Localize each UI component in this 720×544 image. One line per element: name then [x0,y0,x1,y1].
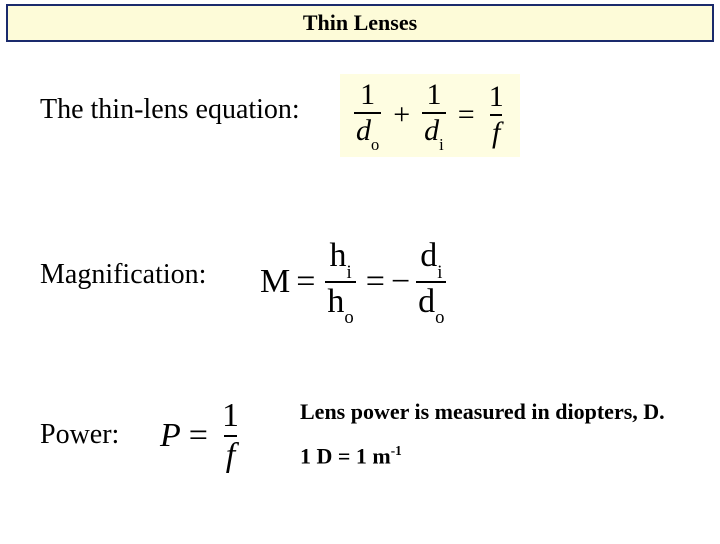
sub-i1: i [439,135,444,154]
M-var: M [260,263,290,301]
power-text-block: Lens power is measured in diopters, D. 1… [300,399,665,469]
thin-lens-label: The thin-lens equation: [40,94,300,126]
title-text: Thin Lenses [303,10,417,35]
thin-lens-eq-box: 1 do + 1 di = 1 f [340,74,520,157]
P-var: P [160,417,181,455]
diopter-line1: Lens power is measured in diopters, D. [300,399,665,425]
var-d-o: d [356,114,371,147]
frac-1-f2: 1 f [220,399,241,473]
sub-o1: o [371,135,379,154]
frac-di-do: di do [416,239,446,324]
frac-1-di: 1 di [422,80,446,151]
neg-sign: − [391,263,412,301]
equals-op: = [450,98,483,132]
num-di: di [418,239,444,281]
den-di: di [422,112,446,151]
sub-o2: o [344,307,353,328]
title-bar: Thin Lenses [6,4,714,42]
var-d-o2: d [418,283,435,320]
diopter-exp: -1 [391,443,402,458]
den-do: do [354,112,381,151]
power-label: Power: [40,419,119,451]
magnification-label: Magnification: [40,259,206,291]
den-ho: ho [325,281,355,325]
num-hi: hi [327,239,353,281]
den-do2: do [416,281,446,325]
plus-op: + [385,98,418,132]
power-den: f [224,435,237,473]
sub-i2: i [346,262,351,283]
magnification-row: Magnification: [40,259,206,291]
diopter-eq: 1 D = 1 m [300,443,391,468]
magnification-eq: M = hi ho = − di do [260,239,450,324]
diopter-line2: 1 D = 1 m-1 [300,443,665,469]
frac-1-do: 1 do [354,80,381,151]
power-eq: P = 1 f [160,399,245,473]
var-d-i2: d [420,237,437,274]
den-f: f [490,114,502,148]
frac-1-f: 1 f [487,82,506,148]
num-1c: 1 [487,82,506,114]
sub-o3: o [435,307,444,328]
frac-hi-ho: hi ho [325,239,355,324]
power-num: 1 [220,399,241,435]
var-h-o: h [327,283,344,320]
thin-lens-eq: 1 do + 1 di = 1 f [340,74,520,157]
num-1b: 1 [424,80,443,112]
thin-lens-row: The thin-lens equation: [40,94,300,126]
eq-1: = [290,263,321,301]
var-h-i: h [329,237,346,274]
power-row: Power: [40,419,119,451]
var-d-i: d [424,114,439,147]
eq-2: = [360,263,391,301]
sub-i3: i [437,262,442,283]
power-eq-content: P = 1 f [160,399,245,473]
magnification-eq-content: M = hi ho = − di do [260,239,450,324]
power-equals: = [181,417,216,455]
num-1a: 1 [358,80,377,112]
